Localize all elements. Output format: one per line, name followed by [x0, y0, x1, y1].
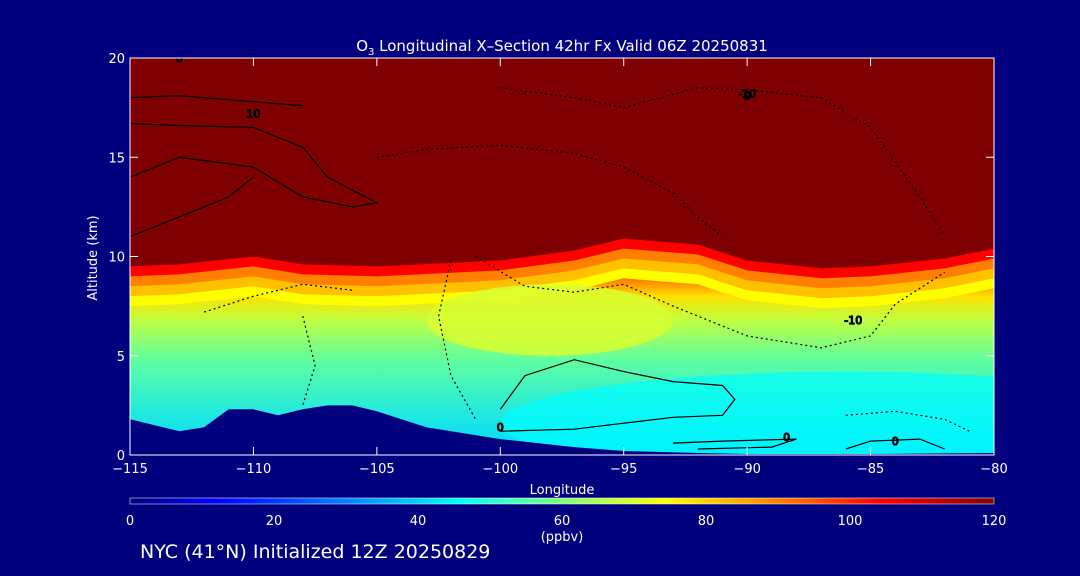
contour-line	[203, 283, 353, 313]
x-tick-label: −95	[610, 462, 637, 477]
x-axis-label: Longitude	[530, 483, 595, 498]
contour-line	[500, 87, 946, 237]
colorbar-tick-label: 40	[410, 514, 427, 529]
contour-label: -10	[844, 314, 862, 327]
colorbar-tick-label: 60	[554, 514, 571, 529]
colorbar	[129, 497, 995, 505]
colorbar-ticks: 0 20 40 60 80 100 120	[126, 514, 1007, 529]
contour-label: 0	[176, 52, 183, 65]
y-tick-label: 0	[117, 449, 125, 464]
contour-label: 0	[892, 435, 899, 448]
contour-label: 0	[783, 431, 790, 444]
colorbar-tick-label: 100	[838, 514, 863, 529]
colorbar-tick-label: 120	[982, 514, 1007, 529]
x-tick-label: −105	[359, 462, 395, 477]
contour-label: -10	[738, 88, 756, 101]
contour-line	[130, 95, 303, 107]
terrain-mask	[130, 405, 994, 455]
x-axis: −115 −110 −105 −100 −95 −90 −85 −80	[112, 58, 1008, 477]
x-tick-label: −90	[733, 462, 760, 477]
contour-line	[475, 255, 945, 349]
x-tick-label: −100	[482, 462, 518, 477]
x-tick-label: −110	[236, 462, 272, 477]
contour-label: 0	[497, 421, 504, 434]
contour-label: 10	[246, 108, 260, 121]
ozone-band	[130, 234, 994, 279]
footer-info: NYC (41°N) Initialized 12Z 20250829	[140, 541, 491, 563]
contour-line	[499, 359, 736, 432]
colorbar-tick-label: 80	[698, 514, 715, 529]
y-tick-label: 15	[108, 151, 125, 166]
x-tick-label: −80	[980, 462, 1007, 477]
ozone-max-blob	[426, 284, 674, 356]
chart-title: O3 Longitudinal X–Section 42hr Fx Valid …	[356, 37, 768, 58]
x-tick-label: −115	[112, 462, 148, 477]
contour-line	[130, 176, 254, 238]
y-tick-label: 20	[108, 52, 125, 67]
colorbar-tick-label: 20	[266, 514, 283, 529]
y-tick-label: 5	[117, 350, 125, 365]
ozone-contour-bands	[130, 234, 994, 455]
contour-line	[130, 122, 379, 208]
contour-label: 0	[744, 90, 751, 103]
y-axis-label: Altitude (km)	[86, 215, 101, 300]
colorbar-tick-label: 0	[126, 514, 134, 529]
ozone-low-blob	[500, 371, 994, 455]
contour-line	[845, 438, 945, 450]
contour-line	[302, 315, 316, 406]
x-tick-label: −85	[857, 462, 884, 477]
y-axis: 0 5 10 15 20	[108, 52, 994, 464]
colorbar-unit: (ppbv)	[541, 530, 584, 545]
stratosphere-region	[130, 58, 994, 269]
y-tick-label: 10	[108, 251, 125, 266]
